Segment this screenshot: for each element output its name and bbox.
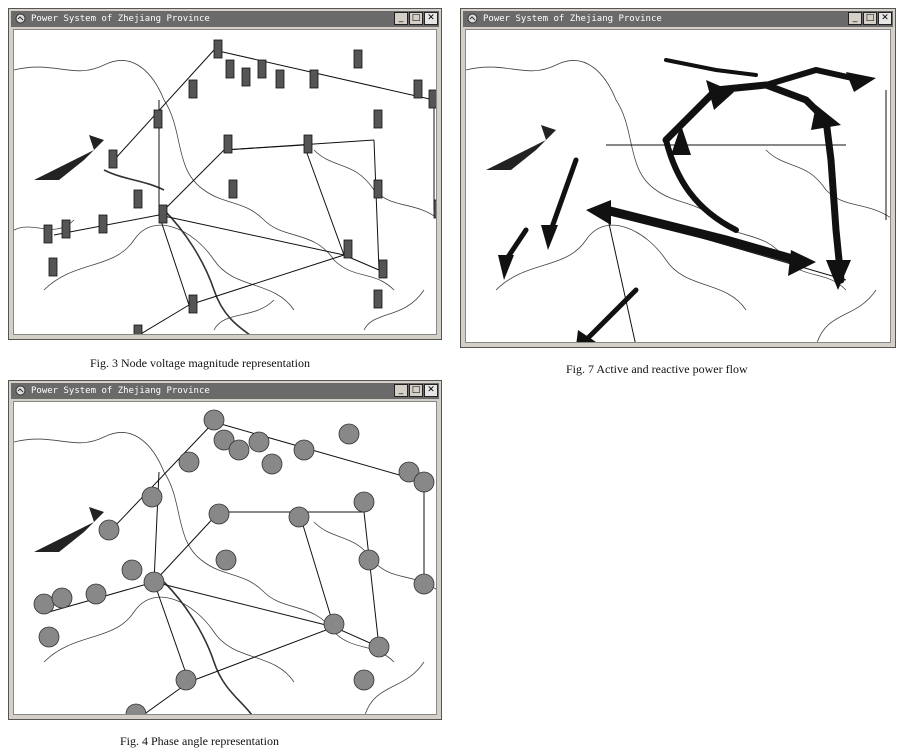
- fig3-titlebar[interactable]: Power System of Zhejiang Province _ □ ✕: [11, 11, 439, 27]
- fig7-map-canvas[interactable]: [465, 29, 891, 343]
- minimize-button[interactable]: _: [848, 12, 862, 25]
- close-button[interactable]: ✕: [424, 384, 438, 397]
- fig3-caption: Fig. 3 Node voltage magnitude representa…: [90, 356, 310, 370]
- window-app-icon: [467, 13, 478, 24]
- maximize-button[interactable]: □: [863, 12, 877, 25]
- minimize-button[interactable]: _: [394, 12, 408, 25]
- close-button[interactable]: ✕: [878, 12, 892, 25]
- fig3-window: Power System of Zhejiang Province _ □ ✕: [8, 8, 442, 340]
- maximize-button[interactable]: □: [409, 12, 423, 25]
- fig3-map: [14, 39, 436, 334]
- fig3-window-title: Power System of Zhejiang Province: [31, 14, 210, 24]
- close-button[interactable]: ✕: [424, 12, 438, 25]
- fig4-map-canvas[interactable]: [13, 401, 437, 715]
- fig7-titlebar[interactable]: Power System of Zhejiang Province _ □ ✕: [463, 11, 893, 27]
- minimize-button[interactable]: _: [394, 384, 408, 397]
- fig7-map: [466, 58, 890, 342]
- fig7-window: Power System of Zhejiang Province _ □ ✕: [460, 8, 896, 348]
- maximize-button[interactable]: □: [409, 384, 423, 397]
- fig7-caption: Fig. 7 Active and reactive power flow: [566, 362, 748, 376]
- fig4-window-title: Power System of Zhejiang Province: [31, 386, 210, 396]
- fig4-window: Power System of Zhejiang Province _ □ ✕: [8, 380, 442, 720]
- window-app-icon: [15, 13, 26, 24]
- fig3-map-canvas[interactable]: [13, 29, 437, 335]
- fig4-titlebar[interactable]: Power System of Zhejiang Province _ □ ✕: [11, 383, 439, 399]
- fig4-caption: Fig. 4 Phase angle representation: [120, 734, 279, 748]
- fig7-window-title: Power System of Zhejiang Province: [483, 14, 662, 24]
- fig4-map: [14, 409, 436, 714]
- window-app-icon: [15, 385, 26, 396]
